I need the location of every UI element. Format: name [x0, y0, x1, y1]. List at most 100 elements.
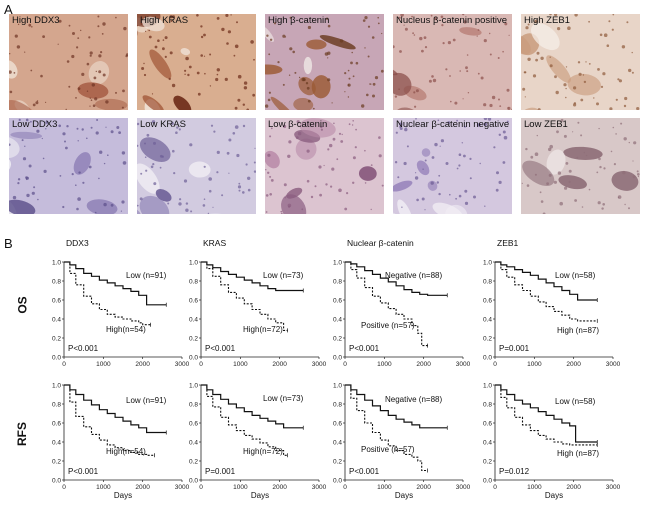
x-tick-label: 0	[343, 361, 347, 368]
series-label-low: Low (n=58)	[555, 397, 596, 406]
y-tick-label: 0.8	[483, 402, 492, 409]
chart-title: ZEB1	[497, 238, 519, 248]
ihc-image-tile: High ZEB1	[521, 14, 640, 110]
series-label-low: Negative (n=88)	[385, 271, 442, 280]
x-tick-label: 2000	[272, 361, 287, 368]
ihc-tile-caption: High KRAS	[140, 15, 189, 26]
ihc-tile-caption: Low KRAS	[140, 119, 186, 130]
y-tick-label: 0.6	[52, 298, 61, 305]
km-curve-high	[345, 384, 428, 472]
ihc-image-tile: Low DDX3	[9, 118, 128, 214]
km-plot: 0.0 0.2 0.4 0.6 0.8 1.0 0 1000 2000 3000 Nuclear β…	[333, 238, 471, 368]
y-tick-label: 1.0	[52, 383, 61, 390]
x-tick-label: 1000	[527, 484, 542, 491]
y-tick-label: 0.8	[189, 402, 198, 409]
y-tick-label: 0.0	[189, 478, 198, 485]
y-tick-label: 0.2	[189, 336, 198, 343]
x-tick-label: 3000	[312, 361, 327, 368]
p-value: P=0.001	[499, 344, 530, 353]
x-tick-label: 2000	[566, 484, 581, 491]
y-tick-label: 1.0	[483, 260, 492, 267]
y-tick-label: 0.8	[52, 402, 61, 409]
y-tick-label: 0.2	[52, 459, 61, 466]
y-tick-label: 0.0	[189, 355, 198, 362]
y-tick-label: 0.0	[52, 355, 61, 362]
km-curve-high	[64, 261, 151, 326]
ihc-image-tile: High KRAS	[137, 14, 256, 110]
km-curve-low	[495, 261, 598, 301]
p-value: P<0.001	[68, 344, 99, 353]
x-tick-label: 2000	[272, 484, 287, 491]
km-curve-high	[201, 384, 288, 456]
y-tick-label: 0.4	[483, 317, 492, 324]
y-tick-label: 0.6	[333, 298, 342, 305]
y-tick-label: 1.0	[189, 383, 198, 390]
ihc-tile-caption: High DDX3	[12, 15, 60, 26]
series-label-low: Low (n=91)	[126, 396, 167, 405]
x-tick-label: 0	[493, 361, 497, 368]
y-tick-label: 1.0	[483, 383, 492, 390]
x-tick-label: 3000	[606, 361, 621, 368]
y-tick-label: 0.8	[333, 402, 342, 409]
y-tick-label: 0.2	[52, 336, 61, 343]
tissue-micrograph	[393, 14, 512, 110]
p-value: P<0.001	[205, 344, 236, 353]
tissue-micrograph	[265, 118, 384, 214]
x-tick-label: 0	[199, 361, 203, 368]
y-tick-label: 0.2	[333, 336, 342, 343]
km-curve-low	[345, 384, 448, 429]
ihc-tile-caption: High ZEB1	[524, 15, 570, 26]
ihc-image-tile: Low KRAS	[137, 118, 256, 214]
x-tick-label: 0	[493, 484, 497, 491]
km-curve-low	[495, 384, 598, 443]
km-curve-low	[64, 384, 167, 434]
y-tick-label: 0.0	[483, 478, 492, 485]
x-tick-label: 3000	[312, 484, 327, 491]
km-plot: 0.0 0.2 0.4 0.6 0.8 1.0 0 1000 2000 3000 Days Low (…	[483, 383, 621, 501]
y-tick-label: 0.0	[333, 478, 342, 485]
y-tick-label: 0.0	[333, 355, 342, 362]
x-tick-label: 1000	[96, 361, 111, 368]
ihc-image-tile: High β-catenin	[265, 14, 384, 110]
x-tick-label: 1000	[377, 484, 392, 491]
x-axis-label: Days	[251, 491, 269, 500]
series-label-high: Positive (n=57)	[361, 321, 415, 330]
km-curve-low	[201, 384, 304, 429]
x-tick-label: 0	[62, 484, 66, 491]
x-tick-label: 2000	[416, 361, 431, 368]
tissue-micrograph	[9, 118, 128, 214]
p-value: P=0.012	[499, 467, 530, 476]
km-curve-low	[345, 261, 448, 296]
km-curve-high	[345, 261, 428, 347]
series-label-low: Low (n=73)	[263, 271, 304, 280]
panel-b-label: B	[4, 236, 13, 251]
series-label-high: High (n=87)	[557, 449, 599, 458]
km-plot: 0.0 0.2 0.4 0.6 0.8 1.0 0 1000 2000 3000 Days Low (…	[189, 383, 327, 501]
ihc-tile-caption: Low DDX3	[12, 119, 58, 130]
ihc-tile-caption: Nucleus β-catenin positive	[396, 15, 508, 26]
x-tick-label: 3000	[175, 361, 190, 368]
x-tick-label: 1000	[233, 361, 248, 368]
tissue-micrograph	[9, 14, 128, 110]
series-label-high: High(n=54)	[106, 447, 146, 456]
y-tick-label: 0.6	[52, 421, 61, 428]
y-tick-label: 0.8	[333, 279, 342, 286]
x-tick-label: 3000	[456, 484, 471, 491]
y-tick-label: 1.0	[333, 383, 342, 390]
series-label-high: High (n=87)	[557, 326, 599, 335]
y-tick-label: 0.8	[189, 279, 198, 286]
y-tick-label: 0.4	[333, 317, 342, 324]
tissue-micrograph	[521, 118, 640, 214]
y-tick-label: 0.2	[483, 336, 492, 343]
y-tick-label: 0.4	[483, 440, 492, 447]
p-value: P=0.001	[205, 467, 236, 476]
series-label-low: Low (n=91)	[126, 271, 167, 280]
km-curve-low	[201, 261, 304, 292]
km-plot: 0.0 0.2 0.4 0.6 0.8 1.0 0 1000 2000 3000 Days Low (…	[52, 383, 190, 501]
ihc-tile-caption: High β-catenin	[268, 15, 330, 26]
series-label-high: Positive (n=57)	[361, 445, 415, 454]
ihc-tile-caption: Nuclear β-catenin negative	[396, 119, 510, 130]
x-tick-label: 2000	[416, 484, 431, 491]
km-curve-high	[201, 261, 288, 331]
